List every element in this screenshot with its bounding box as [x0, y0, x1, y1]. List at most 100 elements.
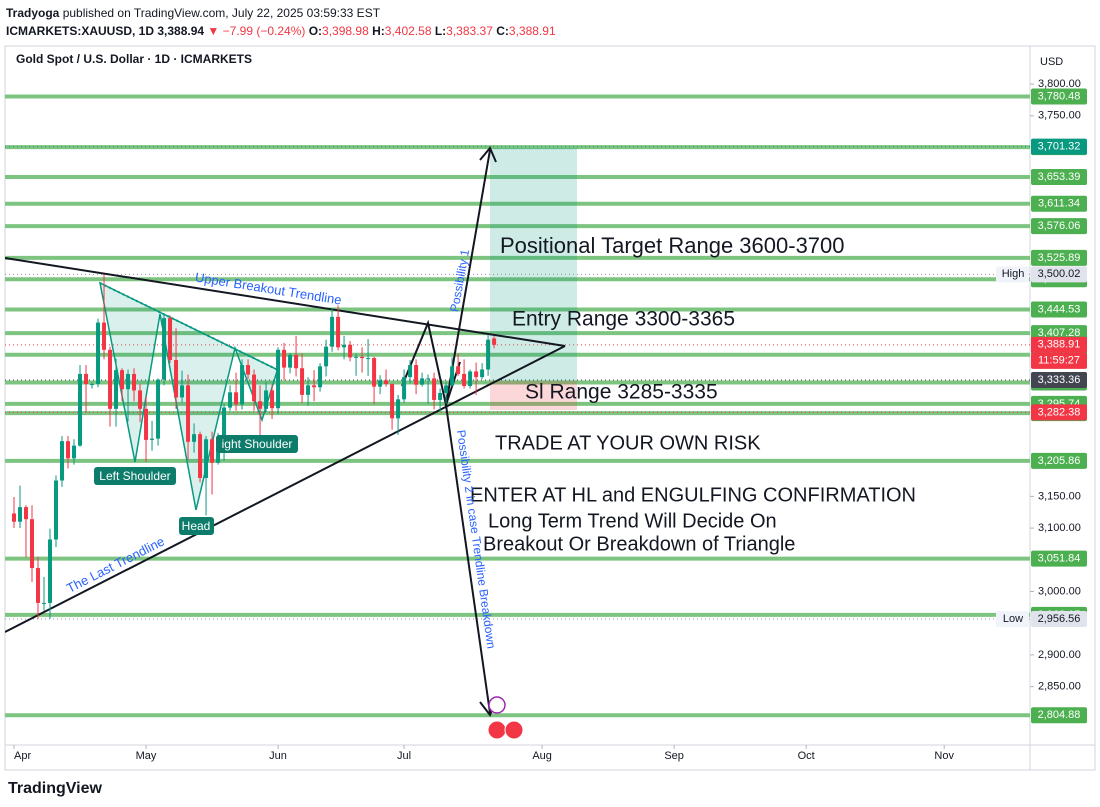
candle-body: [216, 446, 221, 463]
y-tick-label: 3,150.00: [1038, 490, 1081, 502]
ohlc-l: L:: [434, 24, 447, 38]
candle-body: [372, 358, 377, 387]
level-label: 3,576.06: [1038, 220, 1081, 232]
y-tick-label: 2,900.00: [1038, 649, 1081, 661]
candle-body: [384, 380, 389, 385]
candle-body: [258, 401, 263, 409]
label-box: [216, 435, 298, 453]
candle-body: [204, 439, 209, 478]
pattern-label: Head: [182, 519, 211, 533]
level-label: 3,444.53: [1038, 303, 1081, 315]
annotation: Sl Range 3285-3335: [525, 381, 718, 404]
price-marker-label: 3,282.38: [1038, 406, 1081, 418]
candle-body: [162, 318, 167, 380]
candle-body: [408, 365, 413, 378]
level-label-box: [1031, 301, 1087, 318]
candle-body: [138, 390, 143, 409]
annotation: Positional Target Range 3600-3700: [500, 233, 845, 258]
annotation: Long Term Trend Will Decide On: [488, 510, 777, 532]
logo: TradingView: [8, 780, 103, 797]
ohlc-h-value: 3,402.58: [384, 24, 432, 38]
candle-body: [102, 322, 107, 350]
candle-body: [96, 322, 101, 385]
level-label-box: [1031, 452, 1087, 469]
candle-body: [438, 392, 443, 400]
candle-body: [354, 356, 359, 358]
annotation: Entry Range 3300-3365: [512, 308, 735, 331]
level-label: 2,804.88: [1038, 709, 1081, 721]
arrow-up: [445, 149, 491, 406]
trendline-label: Upper Breakout Trendline: [194, 270, 343, 308]
candle-body: [18, 507, 23, 522]
candle-body: [378, 380, 383, 387]
ohlc-h: H:: [372, 24, 385, 38]
candle-body: [156, 379, 161, 439]
candle-body: [468, 371, 473, 386]
ohlc-o: O:: [308, 24, 323, 38]
symbol: ICMARKETS:XAUUSD, 1D: [6, 24, 155, 38]
ohlc-o-value: 3,398.98: [322, 24, 369, 38]
zigzag: [401, 319, 461, 409]
level-label: 3,407.28: [1038, 327, 1081, 339]
candle-body: [492, 338, 497, 345]
countdown-box: [1031, 352, 1087, 369]
candle-body: [126, 373, 131, 390]
annotation: Breakout Or Breakdown of Triangle: [483, 533, 795, 555]
author: Tradyoga: [6, 6, 60, 20]
candle-body: [300, 368, 305, 395]
price-marker-label: 3,500.02: [1038, 268, 1081, 280]
candle-body: [456, 366, 461, 374]
upper-trendline: [5, 257, 566, 347]
x-tick-label: Oct: [798, 750, 815, 762]
y-tick-label: 3,000.00: [1038, 585, 1081, 597]
price-marker-box: [1031, 404, 1087, 421]
ohlc-c-value: 3,388.91: [508, 24, 556, 38]
target-zone: [490, 148, 577, 381]
candle-body: [12, 513, 17, 522]
candle-body: [324, 346, 329, 367]
candle-body: [294, 354, 299, 369]
candle-body: [108, 349, 113, 409]
price-tag: High: [1002, 268, 1025, 280]
y-tick-label: 3,750.00: [1038, 110, 1081, 122]
candle-body: [480, 369, 485, 378]
level-label-box: [1031, 169, 1087, 186]
publish-line: Tradyoga published on TradingView.com, J…: [6, 4, 556, 22]
candle-body: [432, 378, 437, 400]
candle-body: [414, 365, 419, 385]
candle-body: [72, 445, 77, 459]
candle-body: [192, 434, 197, 442]
x-tick-label: Jun: [269, 750, 287, 762]
event-icon: [488, 696, 506, 714]
candle-body: [246, 365, 251, 375]
level-label-box: [1031, 707, 1087, 724]
candle-body: [234, 392, 239, 405]
candle-body: [36, 568, 41, 603]
trendline-label: The Last Trendline: [64, 533, 167, 595]
countdown: 11:59:27: [1038, 355, 1080, 367]
candle-body: [306, 385, 311, 395]
candle-body: [228, 392, 233, 408]
candle-body: [312, 385, 317, 388]
price-marker-label: 3,701.32: [1038, 141, 1081, 153]
frame: [4, 45, 1096, 771]
lower-trendline: [5, 345, 566, 633]
last-price: 3,388.94: [157, 24, 205, 38]
arrow-down: [445, 404, 491, 714]
price-marker-box: [1031, 266, 1087, 283]
candle-body: [402, 377, 407, 400]
candle-body: [360, 356, 365, 359]
candle-body: [186, 385, 191, 442]
drawings: [5, 146, 577, 740]
candle-body: [174, 359, 179, 398]
pattern-label: ight Shoulder: [222, 437, 293, 451]
candle-body: [66, 441, 71, 459]
y-tick-label: 2,850.00: [1038, 681, 1081, 693]
ohlc-l-value: 3,383.37: [446, 24, 493, 38]
candle-body: [114, 370, 119, 409]
x-tick-label: Apr: [14, 750, 31, 762]
level-label: 3,205.86: [1038, 455, 1081, 467]
candle-body: [462, 373, 467, 386]
